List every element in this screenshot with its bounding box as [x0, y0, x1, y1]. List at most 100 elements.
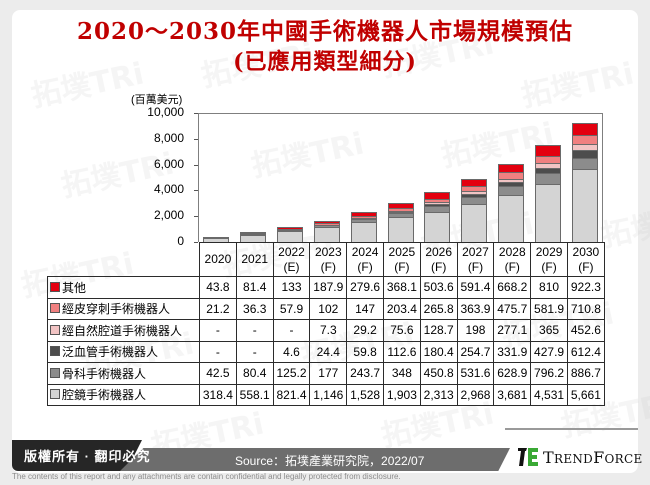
- bar-segment: [571, 168, 598, 242]
- table-cell: 2,968: [456, 383, 495, 406]
- table-cell: 710.8: [566, 297, 605, 320]
- bar-segment: [203, 237, 230, 242]
- bar-segment: [240, 233, 267, 235]
- bar-segment: [571, 143, 598, 150]
- table-cell: 180.4: [419, 340, 458, 363]
- table-cell: 43.8: [199, 276, 237, 299]
- chart-subtitle: (已應用類型細分): [233, 49, 417, 75]
- y-tick-label: 2,000: [153, 208, 184, 223]
- table-cell: 24.4: [309, 340, 348, 363]
- legend-swatch-icon: [50, 389, 60, 400]
- bar-segment: [534, 163, 561, 168]
- table-cell: 363.9: [456, 297, 495, 320]
- table-cell: 2,313: [419, 383, 458, 406]
- y-tick-label: 4,000: [153, 182, 184, 197]
- legend-entry: 經自然腔道手術機器人: [47, 319, 200, 342]
- table-cell: 254.7: [456, 340, 495, 363]
- legend-label: 其他: [62, 280, 87, 295]
- table-cell: 365: [530, 319, 568, 342]
- bar-segment: [424, 198, 451, 203]
- table-header-year: 2022 (E): [272, 242, 311, 277]
- table-header-year: 2020: [199, 242, 237, 277]
- table-row: 腔鏡手術機器人 318.4 558.1 821.4 1,146 1,528 1,903 2,3…: [47, 383, 605, 406]
- table-cell: 80.4: [235, 362, 274, 385]
- legend-swatch-icon: [50, 346, 60, 357]
- table-cell: 668.2: [493, 276, 532, 299]
- table-cell: 922.3: [566, 276, 605, 299]
- y-tick-label: 0: [177, 234, 184, 248]
- table-cell: 821.4: [272, 383, 311, 406]
- table-cell: 503.6: [419, 276, 458, 299]
- plot-area: [198, 113, 603, 242]
- y-tick-mark: [194, 190, 198, 192]
- table-row: 泛血管手術機器人 - -4.6 24.4 59.8 112.6 180.4 254.7 331.…: [47, 340, 605, 363]
- table-cell: 628.9: [493, 362, 532, 385]
- table-header-year: 2029 (F): [530, 242, 568, 277]
- table-cell: 187.9: [309, 276, 348, 299]
- table-cell: 29.2: [346, 319, 384, 342]
- y-axis-unit-label: (百萬美元): [131, 94, 183, 106]
- table-cell: 1,903: [382, 383, 421, 406]
- table-cell: 147: [346, 297, 384, 320]
- table-header-year: 2025 (F): [382, 242, 421, 277]
- bar-segment: [387, 207, 414, 211]
- table-cell: 277.1: [493, 319, 532, 342]
- legend-swatch-icon: [50, 367, 60, 378]
- bar-segment: [461, 196, 488, 204]
- table-cell: 42.5: [199, 362, 237, 385]
- table-cell: 591.4: [456, 276, 495, 299]
- table-cell: 450.8: [419, 362, 458, 385]
- bar-segment: [497, 194, 524, 242]
- table-cell: 3,681: [493, 383, 532, 406]
- table-cell: 348: [382, 362, 421, 385]
- table-cell: 112.6: [382, 340, 421, 363]
- legend-entry: 腔鏡手術機器人: [47, 383, 200, 406]
- bar-segment: [534, 145, 561, 156]
- y-tick-mark: [194, 113, 198, 114]
- table-cell: 1,528: [346, 383, 384, 406]
- table-cell: 1,146: [309, 383, 348, 406]
- table-cell: 75.6: [382, 319, 421, 342]
- legend-label: 腔鏡手術機器人: [62, 388, 147, 403]
- trendforce-logo-icon: [518, 447, 538, 467]
- legend-label: 泛血管手術機器人: [62, 345, 159, 360]
- table-cell: 265.8: [419, 297, 458, 320]
- bar-segment: [497, 172, 524, 179]
- table-cell: 57.9: [272, 297, 311, 320]
- table-row: 其他 43.8 81.4 133 187.9 279.6 368.1 503.6 591.4 66…: [47, 276, 605, 299]
- table-cell: 128.7: [419, 319, 458, 342]
- footer-divider: [505, 428, 638, 430]
- bar-segment: [277, 228, 304, 230]
- table-cell: -: [199, 340, 237, 363]
- table-cell: 4.6: [272, 340, 311, 363]
- source-text: Source：拓墣產業研究院，2022/07: [235, 454, 425, 468]
- bar-segment: [387, 210, 414, 212]
- bar-segment: [571, 157, 598, 169]
- data-table: 2020 2021 2022 (E) 2023 (F) 2024 (F) 2025 (F) 2026…: [47, 242, 605, 406]
- table-cell: 81.4: [235, 276, 274, 299]
- legend-entry: 泛血管手術機器人: [47, 340, 200, 363]
- bar-segment: [240, 232, 267, 234]
- table-row: 骨科手術機器人 42.5 80.4 125.2 177 243.7 348 450.8 531.…: [47, 362, 605, 385]
- table-cell: -: [272, 319, 311, 342]
- y-tick-mark: [194, 138, 198, 140]
- bar-segment: [387, 203, 414, 208]
- bar-segment: [277, 227, 304, 229]
- legend-entry: 其他: [47, 276, 200, 299]
- bar-segment: [203, 237, 230, 239]
- table-cell: 203.4: [382, 297, 421, 320]
- table-cell: -: [235, 340, 274, 363]
- bar-segment: [350, 222, 377, 242]
- table-cell: 452.6: [566, 319, 605, 342]
- table-cell: 21.2: [199, 297, 237, 320]
- bar-segment: [313, 227, 340, 242]
- bar-segment: [424, 206, 451, 213]
- table-cell: 133: [272, 276, 311, 299]
- table-header-year: 2030 (F): [566, 242, 605, 277]
- y-tick-mark: [194, 216, 198, 218]
- bar-segment: [424, 212, 451, 242]
- table-cell: 177: [309, 362, 348, 385]
- bar-segment: [424, 204, 451, 207]
- chart-title: 2020～2030年中國手術機器人市場規模預估: [76, 18, 574, 45]
- footer-source-bar: [120, 448, 510, 471]
